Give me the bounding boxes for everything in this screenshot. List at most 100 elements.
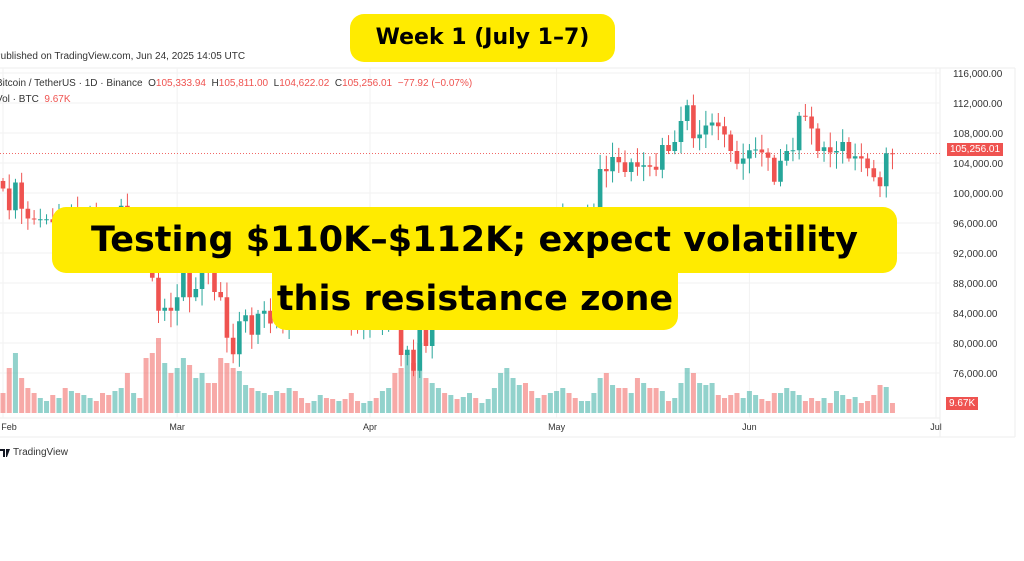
y-tick-label: 112,000.00 bbox=[953, 99, 1003, 110]
volume-bar bbox=[647, 388, 653, 413]
candle-body bbox=[212, 268, 217, 292]
x-tick-label: Mar bbox=[169, 422, 185, 432]
volume-bar bbox=[852, 397, 858, 413]
x-tick-label: May bbox=[548, 422, 566, 432]
candle-body bbox=[734, 151, 740, 164]
candle-body bbox=[193, 289, 199, 298]
candle-body bbox=[19, 182, 24, 209]
volume-bar bbox=[578, 401, 584, 413]
volume-bar bbox=[93, 401, 99, 413]
y-tick-label: 88,000.00 bbox=[953, 279, 998, 290]
volume-bar bbox=[404, 353, 410, 413]
volume-bar bbox=[429, 383, 435, 413]
candle-body bbox=[778, 160, 783, 182]
volume-bar bbox=[865, 401, 871, 413]
caption-line-2: this resistance zone bbox=[272, 274, 678, 330]
volume-bar bbox=[554, 391, 560, 413]
candle-body bbox=[740, 158, 746, 164]
candle-body bbox=[405, 349, 410, 355]
volume-bar bbox=[566, 393, 572, 413]
volume-bar bbox=[137, 398, 143, 413]
y-tick-label: 100,000.00 bbox=[953, 189, 1003, 200]
candle-body bbox=[883, 153, 889, 187]
low-value: 104,622.02 bbox=[279, 78, 330, 89]
volume-bar bbox=[759, 399, 765, 413]
volume-label: Vol · BTC bbox=[0, 94, 39, 105]
candle-body bbox=[230, 337, 236, 355]
volume-bar bbox=[100, 393, 106, 413]
x-tick-label: Jul bbox=[930, 422, 942, 432]
volume-bar bbox=[821, 398, 827, 413]
y-tick-label: 84,000.00 bbox=[953, 309, 998, 320]
volume-bar bbox=[784, 388, 790, 413]
candle-body bbox=[429, 317, 435, 346]
volume-bar bbox=[174, 368, 180, 413]
volume-bar bbox=[840, 395, 846, 413]
candle-body bbox=[747, 150, 752, 159]
candle-body bbox=[691, 105, 696, 139]
volume-bar bbox=[560, 388, 566, 413]
candle-body bbox=[865, 158, 870, 169]
candle-body bbox=[759, 149, 765, 153]
volume-bar bbox=[504, 368, 510, 413]
volume-bar bbox=[547, 393, 553, 413]
volume-bar bbox=[311, 401, 317, 413]
volume-bar bbox=[796, 395, 802, 413]
volume-bar bbox=[815, 401, 821, 413]
volume-bar bbox=[703, 385, 709, 413]
symbol-name[interactable]: Bitcoin / TetherUS · 1D · Binance bbox=[0, 78, 143, 89]
candle-body bbox=[268, 310, 273, 324]
volume-bar bbox=[218, 358, 224, 413]
candle-body bbox=[411, 349, 416, 371]
candle-body bbox=[771, 157, 777, 182]
candle-body bbox=[168, 307, 174, 311]
volume-bar bbox=[112, 391, 118, 413]
candle-body bbox=[809, 116, 814, 129]
volume-bar bbox=[442, 393, 448, 413]
candle-body bbox=[840, 142, 845, 151]
x-tick-label: Apr bbox=[363, 422, 377, 432]
volume-bar bbox=[473, 398, 479, 413]
x-tick-label: Jun bbox=[742, 422, 757, 432]
volume-bar bbox=[622, 388, 628, 413]
volume-bar bbox=[12, 353, 18, 413]
candle-body bbox=[672, 142, 678, 151]
tradingview-logo[interactable]: TradingView bbox=[0, 447, 68, 458]
candle-body bbox=[796, 115, 802, 151]
volume-bar bbox=[75, 393, 81, 413]
volume-bar bbox=[211, 383, 217, 413]
volume-bar bbox=[87, 398, 93, 413]
candle-body bbox=[604, 169, 609, 172]
volume-bar bbox=[230, 368, 236, 413]
y-tick-label: 104,000.00 bbox=[953, 159, 1003, 170]
volume-bar bbox=[267, 395, 273, 413]
candle-body bbox=[815, 128, 821, 151]
candle-body bbox=[653, 166, 659, 170]
volume-bar bbox=[236, 371, 242, 413]
volume-bar bbox=[31, 393, 37, 413]
volume-bar bbox=[255, 391, 261, 413]
last-volume-label: 9.67K bbox=[946, 397, 979, 410]
volume-bar bbox=[361, 403, 367, 413]
candle-body bbox=[803, 115, 808, 117]
open-label: O bbox=[148, 78, 156, 89]
volume-bar bbox=[392, 373, 398, 413]
x-tick-label: Feb bbox=[1, 422, 17, 432]
candle-body bbox=[852, 156, 858, 159]
volume-bar bbox=[877, 385, 883, 413]
volume-bar bbox=[81, 395, 87, 413]
candle-body bbox=[660, 145, 665, 170]
volume-bar bbox=[709, 383, 715, 413]
tradingview-logo-icon bbox=[0, 448, 10, 457]
volume-bar bbox=[106, 395, 112, 413]
volume-bar bbox=[261, 393, 267, 413]
candle-body bbox=[597, 169, 603, 216]
volume-bar bbox=[510, 378, 516, 413]
volume-bar bbox=[585, 401, 591, 413]
volume-bar bbox=[790, 391, 796, 413]
volume-bar bbox=[0, 393, 6, 413]
volume-bar bbox=[846, 399, 852, 413]
candle-body bbox=[243, 315, 248, 322]
candle-body bbox=[6, 188, 12, 211]
candle-body bbox=[703, 125, 709, 135]
